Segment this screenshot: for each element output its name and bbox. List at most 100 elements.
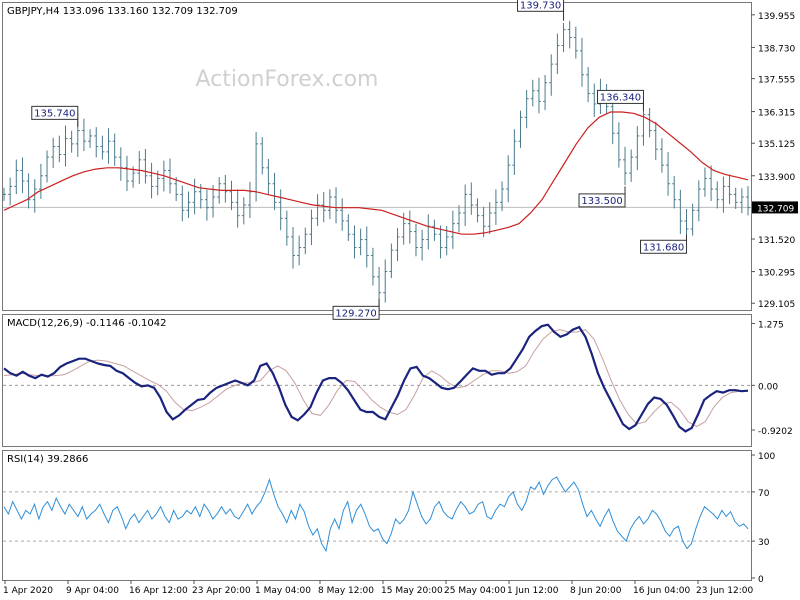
price-bar [721, 176, 726, 213]
price-bar [204, 189, 209, 221]
last-price-label: 132.709 [757, 204, 794, 214]
annotation-box [517, 0, 565, 12]
macd-title: MACD(12,26,9) -0.1146 -0.1042 [7, 318, 167, 329]
price-bar [610, 97, 615, 145]
price-bar [426, 214, 431, 250]
price-bar [38, 163, 43, 199]
price-bar [518, 110, 523, 148]
price-bar [346, 214, 351, 241]
price-bar [112, 133, 117, 166]
price-bar [555, 33, 560, 74]
macd-tick-label: -0.9202 [758, 427, 793, 437]
time-tick-label: 23 Jun 12:00 [696, 586, 753, 596]
price-tick-label: 136.315 [758, 109, 795, 119]
price-bar [672, 176, 677, 209]
price-bar [389, 243, 394, 279]
price-bar [506, 155, 511, 203]
time-tick-label: 1 Jun 12:00 [507, 586, 559, 596]
annotation-box [578, 193, 626, 208]
rsi-axis: 100 70 30 0 [751, 452, 775, 585]
price-bar [370, 247, 375, 286]
price-tick-label: 138.730 [758, 44, 795, 54]
price-bar [247, 181, 252, 219]
price-bar [364, 226, 369, 268]
rsi-tick-label: 0 [758, 575, 764, 585]
annotation-box [332, 305, 380, 320]
price-bar [260, 137, 265, 175]
price-bar [746, 186, 750, 216]
price-bar [616, 122, 621, 168]
annotation-box [31, 105, 79, 120]
price-tick-label: 129.105 [758, 300, 795, 310]
price-bar [51, 137, 56, 169]
price-bar [358, 228, 363, 256]
price-tick-label: 135.125 [758, 140, 795, 150]
price-annotation: 139.730 [517, 0, 565, 21]
price-bar [702, 167, 707, 197]
price-annotation: 136.340 [596, 89, 644, 111]
time-tick-label: 16 Jun 04:00 [633, 586, 690, 596]
price-bar [124, 155, 129, 191]
price-bar [327, 189, 332, 220]
rsi-panel-frame [2, 450, 752, 581]
price-bar [290, 227, 295, 269]
price-bar [487, 202, 492, 234]
price-bar [481, 206, 486, 238]
price-bar [413, 223, 418, 257]
price-bar [512, 129, 517, 175]
price-bar [278, 189, 283, 231]
price-bar [530, 79, 535, 107]
price-bar [32, 179, 37, 213]
price-tick-label: 137.555 [758, 76, 795, 86]
price-bar [192, 178, 197, 215]
price-bar [168, 158, 173, 194]
price-bar [635, 126, 640, 171]
price-bar [438, 225, 443, 259]
price-bar [106, 128, 111, 164]
price-bar [733, 187, 738, 209]
price-bar [284, 210, 289, 246]
moving-average-line [3, 111, 749, 235]
time-tick-label: 9 Apr 04:00 [66, 586, 119, 596]
time-tick-label: 16 Apr 12:00 [129, 586, 188, 596]
time-tick-label: 8 Jun 20:00 [570, 586, 622, 596]
macd-axis: 1.275 0.00 -0.9202 [751, 320, 793, 437]
price-tick-label: 131.520 [758, 236, 795, 246]
price-bar [149, 162, 154, 199]
price-annotation: 135.740 [31, 105, 79, 127]
price-bar [684, 208, 689, 239]
price-annotations: 135.740 139.730 129.270 136.340 133.500 131.6… [31, 0, 688, 320]
watermark: ActionForex.com [196, 67, 379, 92]
price-bar [334, 187, 339, 224]
price-axis: 139.955 138.730 137.555 136.315 135.125 133.9… [751, 12, 798, 310]
price-bar [235, 189, 240, 228]
price-bar [20, 157, 25, 194]
annotation-label: 133.500 [581, 196, 622, 207]
annotation-box [596, 89, 644, 104]
rsi-polyline [3, 476, 749, 553]
price-bar [321, 191, 326, 223]
price-bar [463, 184, 468, 227]
price-bar [623, 146, 628, 186]
macd-panel-frame [2, 314, 752, 447]
price-bar [137, 151, 142, 185]
price-bar [524, 89, 529, 129]
annotation-label: 135.740 [34, 108, 75, 119]
annotation-label: 129.270 [335, 308, 376, 319]
rsi-tick-label: 70 [758, 489, 770, 499]
price-bar [26, 173, 31, 209]
price-bar [475, 198, 480, 223]
price-bar [45, 150, 50, 183]
price-bar [543, 75, 548, 111]
price-bar [223, 174, 228, 203]
price-bar [647, 107, 652, 138]
price-bar [14, 159, 19, 195]
price-bar [352, 225, 357, 259]
price-bar [715, 181, 720, 209]
macd-lines [3, 323, 749, 433]
macd-main-line [3, 323, 749, 433]
price-bar [666, 152, 671, 196]
price-bar [57, 135, 62, 163]
price-bar [297, 235, 302, 266]
